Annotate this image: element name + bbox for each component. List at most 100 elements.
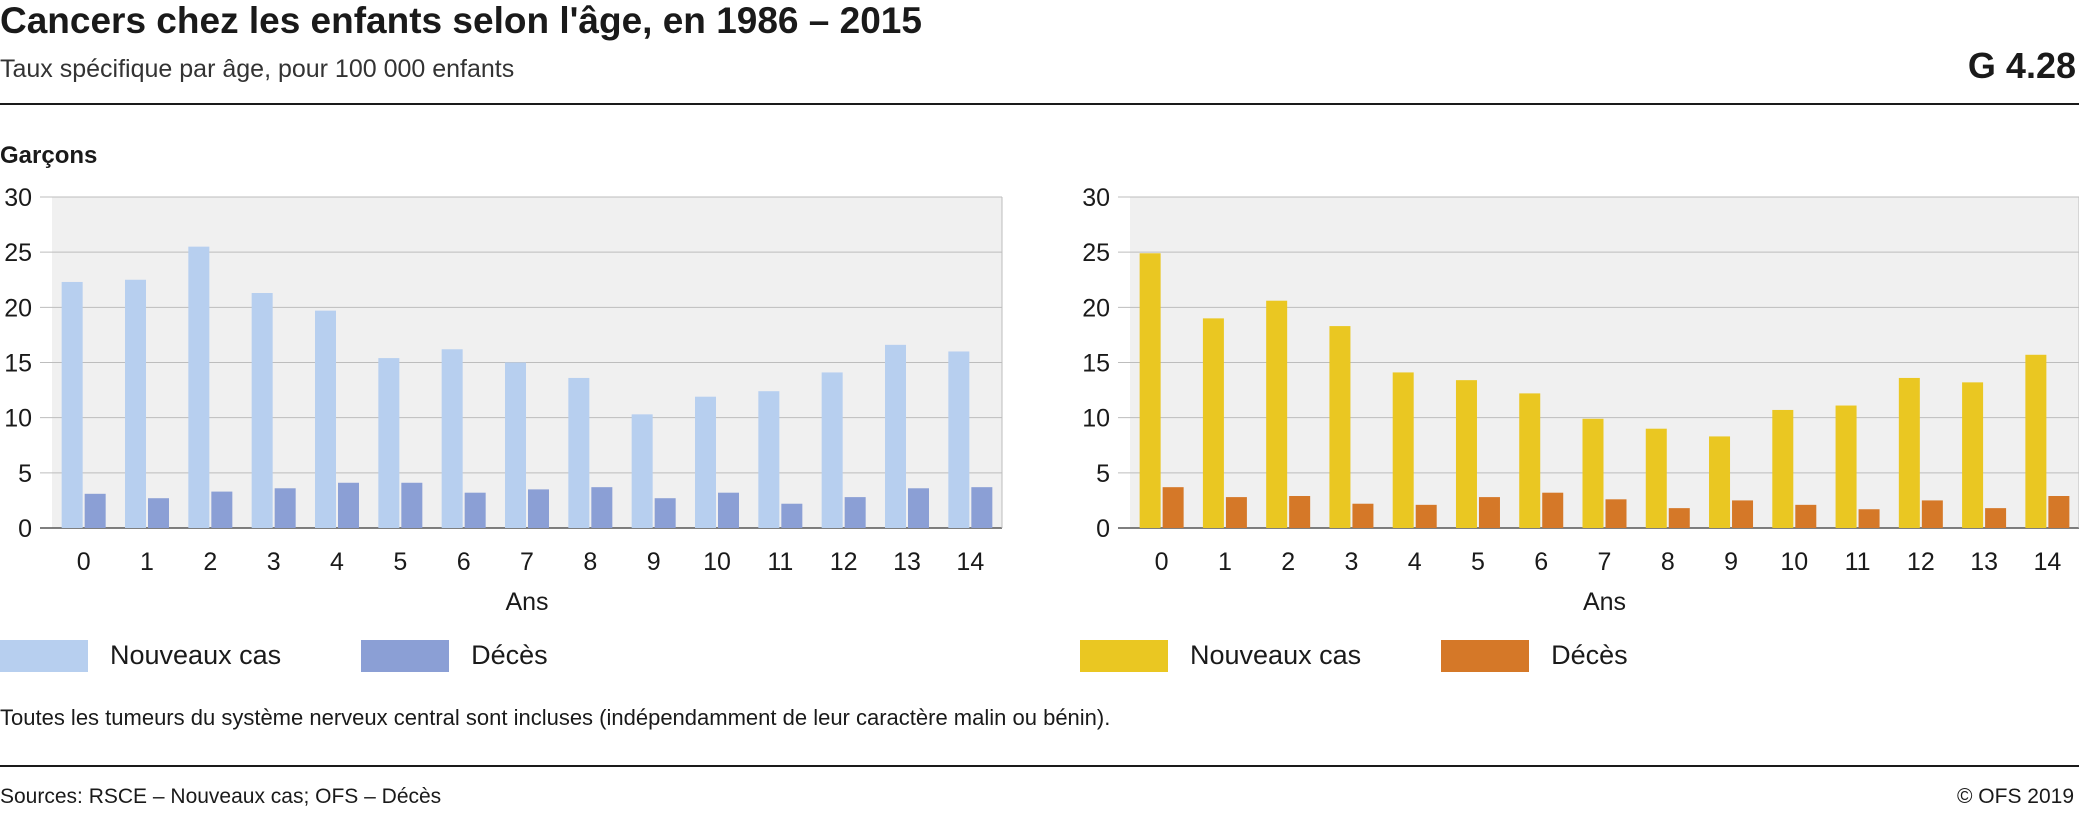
bar-new-cases (2025, 354, 2047, 528)
y-tick-label: 25 (1082, 239, 1110, 267)
y-tick-label: 30 (4, 184, 32, 212)
legend-left: Nouveaux cas Décès (0, 638, 548, 673)
bar-new-cases (695, 396, 716, 528)
bar-new-cases (1962, 382, 1984, 528)
x-tick-label: 3 (1344, 548, 1358, 576)
x-tick-label: 9 (647, 548, 661, 576)
bar-deaths (908, 488, 929, 528)
x-tick-label: 6 (1534, 548, 1548, 576)
bar-new-cases (1455, 380, 1477, 528)
bar-deaths (528, 489, 549, 528)
x-tick-label: 0 (77, 548, 91, 576)
bar-deaths (211, 491, 233, 528)
y-tick-label: 15 (4, 350, 32, 378)
bar-new-cases (1709, 436, 1731, 528)
x-tick-label: 7 (520, 548, 534, 576)
sources: Sources: RSCE – Nouveaux cas; OFS – Décè… (0, 785, 442, 808)
bar-new-cases (1266, 300, 1288, 528)
x-tick-label: 8 (583, 548, 597, 576)
legend-swatch-deaths (361, 639, 450, 672)
bar-deaths (338, 482, 359, 528)
header-divider (0, 103, 2079, 105)
figure-code: G 4.28 (1967, 45, 2076, 86)
bar-new-cases (315, 310, 336, 528)
bar-new-cases (441, 349, 463, 528)
bar-new-cases (1645, 428, 1667, 528)
bar-deaths (1985, 508, 2007, 528)
y-tick-label: 5 (18, 460, 32, 488)
bar-deaths (401, 482, 423, 528)
y-tick-label: 10 (1082, 405, 1110, 433)
legend-label-new-cases: Nouveaux cas (1190, 640, 1362, 670)
chart-title: Cancers chez les enfants selon l'âge, en… (0, 0, 922, 41)
bar-deaths (1668, 508, 1690, 528)
y-tick-label: 20 (4, 294, 32, 322)
bar-new-cases (821, 372, 843, 528)
bar-new-cases (1519, 393, 1541, 528)
bar-new-cases (568, 377, 590, 528)
bar-new-cases (1582, 418, 1604, 528)
x-tick-label: 4 (1408, 548, 1422, 576)
x-tick-label: 1 (140, 548, 154, 576)
bar-deaths (1289, 496, 1311, 528)
bar-new-cases (1392, 372, 1414, 528)
x-tick-label: 0 (1155, 548, 1169, 576)
x-tick-label: 2 (203, 548, 217, 576)
legend-swatch-new-cases (1080, 639, 1168, 672)
bar-new-cases (885, 344, 906, 528)
bar-new-cases (505, 362, 526, 528)
copyright: © OFS 2019 (1956, 785, 2074, 808)
x-tick-label: 11 (767, 548, 793, 576)
x-tick-label: 8 (1661, 548, 1675, 576)
bar-new-cases (758, 391, 780, 528)
bar-deaths (1795, 504, 1817, 528)
legend-right: Nouveaux cas Décès (1080, 638, 1628, 673)
y-tick-label: 25 (4, 239, 32, 267)
y-tick-label: 15 (1082, 350, 1110, 378)
bar-new-cases (1772, 409, 1794, 528)
x-tick-label: 10 (703, 548, 731, 576)
bar-deaths (718, 492, 739, 528)
bar-deaths (1162, 487, 1184, 528)
bar-deaths (2048, 496, 2070, 528)
x-tick-label: 11 (1845, 548, 1871, 576)
x-tick-label: 13 (1970, 548, 1998, 576)
chart-subtitle: Taux spécifique par âge, pour 100 000 en… (0, 55, 515, 83)
bar-deaths (1921, 500, 1943, 528)
chart-note: Toutes les tumeurs du système nerveux ce… (0, 705, 1111, 730)
x-tick-label: 9 (1724, 548, 1738, 576)
x-tick-label: 12 (1907, 548, 1935, 576)
bar-new-cases (1202, 318, 1224, 528)
bar-new-cases (1329, 326, 1351, 528)
y-tick-label: 10 (4, 405, 32, 433)
legend-label-deaths: Décès (1551, 640, 1628, 670)
bar-new-cases (125, 279, 146, 528)
x-tick-label: 14 (2033, 548, 2061, 576)
x-tick-label: 3 (267, 548, 281, 576)
x-axis-label: Ans (1583, 588, 1626, 616)
x-tick-label: 12 (830, 548, 858, 576)
bar-deaths (1732, 500, 1754, 528)
bar-deaths (1605, 499, 1627, 528)
bar-new-cases (188, 246, 210, 528)
bar-deaths (1478, 497, 1500, 528)
x-tick-label: 10 (1780, 548, 1808, 576)
x-tick-label: 13 (893, 548, 921, 576)
bar-new-cases (631, 414, 653, 528)
bar-deaths (464, 492, 486, 528)
bar-deaths (84, 493, 106, 528)
x-tick-label: 5 (393, 548, 407, 576)
x-tick-label: 6 (457, 548, 471, 576)
x-tick-label: 2 (1281, 548, 1295, 576)
bar-deaths (1415, 504, 1437, 528)
legend-label-new-cases: Nouveaux cas (110, 640, 282, 670)
footer-divider (0, 765, 2079, 767)
legend-label-deaths: Décès (471, 640, 548, 670)
y-tick-label: 5 (1096, 460, 1110, 488)
x-tick-label: 7 (1598, 548, 1612, 576)
y-tick-label: 30 (1082, 184, 1110, 212)
bar-new-cases (1835, 405, 1857, 528)
bar-new-cases (378, 358, 400, 528)
y-tick-label: 0 (18, 515, 32, 543)
